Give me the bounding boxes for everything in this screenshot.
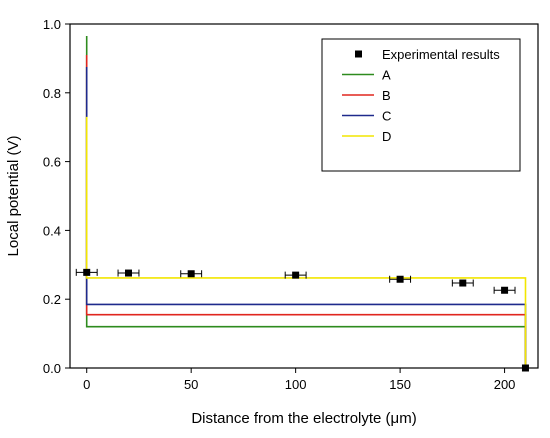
x-tick-label: 150 [389, 377, 411, 392]
experimental-point [396, 275, 404, 283]
x-axis-label: Distance from the electrolyte (μm) [191, 410, 416, 427]
series-layer [85, 36, 527, 368]
experimental-point [187, 270, 195, 278]
x-axis-ticks: 0 50 100 150 200 [83, 368, 515, 392]
y-tick-label: 0.8 [43, 86, 61, 101]
y-axis-ticks: 0.0 0.2 0.4 0.6 0.8 1.0 [43, 17, 70, 376]
experimental-point [83, 268, 91, 276]
experimental-point [125, 269, 132, 277]
x-tick-label: 200 [494, 377, 516, 392]
legend-label-c: C [382, 109, 391, 124]
legend-label-d: D [382, 129, 391, 144]
legend-marker-experimental [355, 50, 362, 58]
y-tick-label: 0.4 [43, 223, 61, 238]
experimental-point [459, 279, 467, 287]
legend-label-b: B [382, 88, 391, 103]
x-tick-label: 50 [184, 377, 198, 392]
x-tick-label: 0 [83, 377, 90, 392]
legend-label-a: A [382, 68, 391, 83]
x-tick-label: 100 [285, 377, 307, 392]
experimental-point [292, 271, 300, 279]
experimental-points-layer [75, 268, 529, 372]
experimental-point [501, 286, 509, 294]
y-axis-label: Local potential (V) [5, 136, 22, 257]
plot-frame [69, 23, 539, 369]
legend-label-experimental: Experimental results [382, 47, 500, 62]
y-tick-label: 0.2 [43, 292, 61, 307]
y-tick-label: 0.6 [43, 155, 61, 170]
y-tick-label: 0.0 [43, 361, 61, 376]
y-tick-label: 1.0 [43, 17, 61, 32]
legend-box [321, 38, 521, 172]
